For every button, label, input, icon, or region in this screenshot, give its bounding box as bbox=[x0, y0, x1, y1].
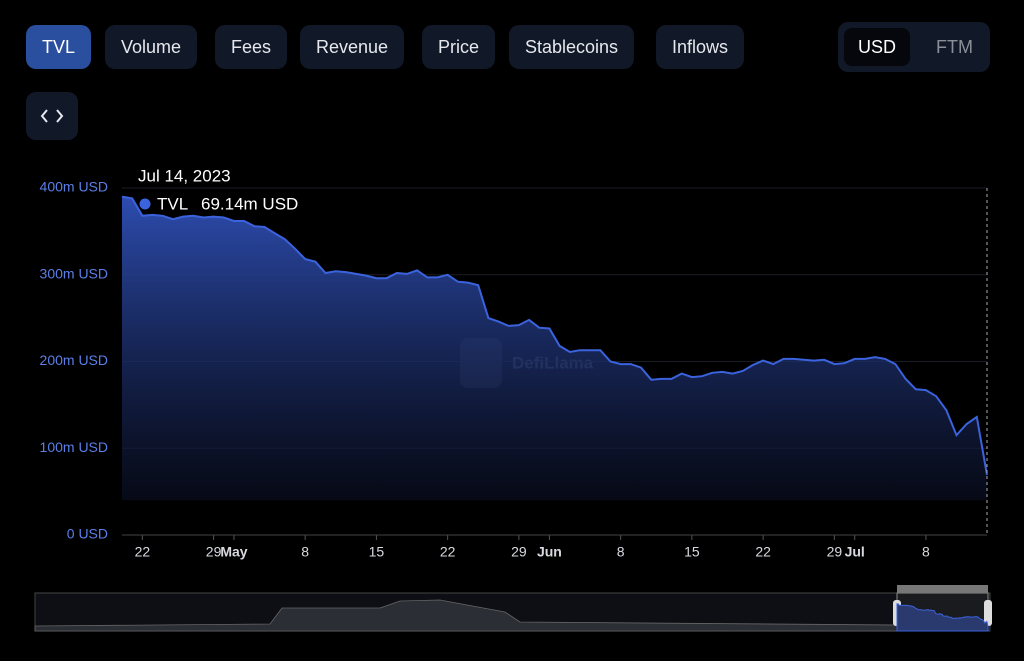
embed-button[interactable] bbox=[26, 92, 78, 140]
x-tick-label: 29 bbox=[206, 544, 222, 560]
x-tick-label: Jun bbox=[537, 544, 562, 560]
y-tick-label: 400m USD bbox=[40, 179, 108, 195]
y-tick-label: 200m USD bbox=[40, 352, 108, 368]
y-tick-label: 0 USD bbox=[67, 526, 108, 542]
area bbox=[122, 196, 987, 501]
x-tick-label: 29 bbox=[511, 544, 527, 560]
x-tick-label: 15 bbox=[369, 544, 385, 560]
tooltip-date: Jul 14, 2023 bbox=[138, 166, 231, 185]
overview-area bbox=[896, 603, 989, 632]
tab[interactable]: Revenue bbox=[300, 25, 405, 69]
tab[interactable]: Inflows bbox=[656, 25, 745, 69]
currency-option[interactable]: FTM bbox=[936, 37, 973, 57]
overview-selection-bar bbox=[897, 585, 988, 593]
overview-frame bbox=[34, 592, 991, 632]
x-tick-label: 22 bbox=[440, 544, 456, 560]
tab[interactable]: TVL bbox=[26, 25, 92, 69]
tab[interactable]: Price bbox=[422, 25, 496, 69]
x-tick-label: 22 bbox=[135, 544, 151, 560]
x-tick-label: Jul bbox=[845, 544, 865, 560]
currency-toggle: USD FTM bbox=[838, 22, 990, 72]
y-tick-label: 100m USD bbox=[40, 439, 108, 455]
y-tick-label: 300m USD bbox=[40, 265, 108, 281]
tab[interactable]: Fees bbox=[215, 25, 288, 69]
x-tick-label: 29 bbox=[827, 544, 843, 560]
tooltip-series: TVL bbox=[157, 194, 188, 213]
overview-history bbox=[34, 599, 898, 632]
x-tick-label: 22 bbox=[755, 544, 771, 560]
watermark: DefiLlama bbox=[512, 353, 594, 372]
x-tick-label: 15 bbox=[684, 544, 700, 560]
overview-selection bbox=[896, 592, 989, 632]
line bbox=[121, 195, 988, 476]
tab[interactable]: Volume bbox=[105, 25, 198, 69]
x-tick-label: 8 bbox=[301, 544, 309, 560]
tab[interactable]: Stablecoins bbox=[509, 25, 635, 69]
embed-icon bbox=[40, 109, 64, 123]
tooltip-value: 69.14m USD bbox=[201, 194, 298, 213]
x-tick-label: 8 bbox=[922, 544, 930, 560]
brush-handle bbox=[984, 600, 992, 626]
tooltip-dot bbox=[139, 198, 151, 210]
x-tick-label: May bbox=[220, 544, 247, 560]
brush-handle bbox=[893, 600, 901, 626]
watermark-logo bbox=[460, 338, 502, 388]
x-tick-label: 8 bbox=[617, 544, 625, 560]
currency-option[interactable]: USD bbox=[844, 28, 911, 66]
